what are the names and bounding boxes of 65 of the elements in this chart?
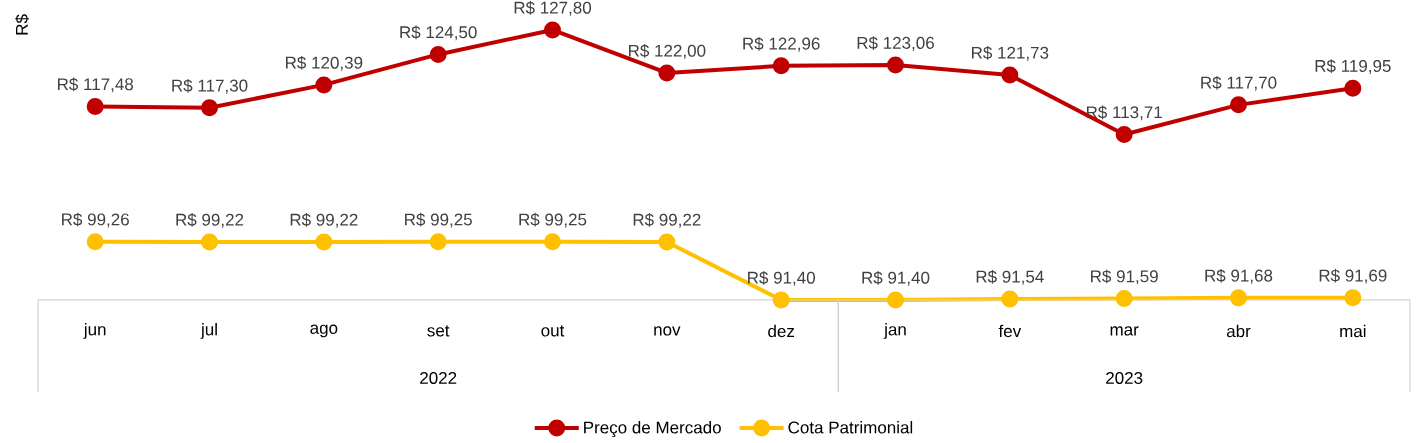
point: [658, 64, 676, 82]
data-label: R$ 117,30: [172, 78, 248, 94]
legend-label: Cota Patrimonial: [788, 421, 913, 434]
data-label: R$ 99,26: [62, 212, 129, 228]
point: [887, 56, 904, 74]
data-label: R$ 91,40: [862, 271, 930, 286]
data-label: R$ 91,59: [1091, 269, 1158, 285]
y-axis-title: R$: [15, 14, 29, 35]
point: [1001, 290, 1019, 308]
point: [201, 99, 219, 117]
x-tick-label: jan: [883, 323, 906, 339]
point: [429, 233, 447, 251]
data-label: R$ 127,80: [514, 1, 592, 16]
point: [429, 45, 447, 63]
data-label: R$ 91,54: [976, 269, 1044, 285]
point: [1229, 289, 1247, 307]
data-label: R$ 117,70: [1201, 75, 1277, 91]
x-tick-label: fev: [998, 324, 1022, 338]
data-label: R$ 99,25: [405, 212, 472, 228]
data-label: R$ 99,22: [290, 213, 358, 228]
x-tick-label: ago: [310, 324, 338, 338]
data-label: R$ 124,50: [400, 25, 477, 41]
point: [772, 57, 790, 75]
point: [1001, 66, 1019, 84]
x-tick-label: set: [427, 325, 450, 337]
data-label: R$ 122,96: [743, 36, 820, 52]
data-label: R$ 117,48: [57, 77, 134, 93]
x-tick-label: abr: [1226, 324, 1251, 338]
legend-label: Preço de Mercado: [584, 421, 721, 437]
point: [544, 21, 562, 39]
point: [1229, 96, 1247, 114]
text: 2023: [1106, 371, 1143, 384]
x-tick-label: out: [541, 325, 565, 337]
data-label: R$ 122,00: [629, 44, 706, 59]
x-tick-label: dez: [768, 324, 795, 338]
point: [658, 233, 676, 251]
x-tick-label: jun: [83, 323, 106, 339]
point: [1344, 289, 1362, 307]
data-label: R$ 99,22: [633, 213, 701, 228]
data-label: R$ 121,73: [972, 46, 1049, 61]
data-label: R$ 99,22: [176, 213, 244, 228]
x-tick-label: nov: [654, 326, 681, 336]
point: [887, 291, 904, 309]
data-label: R$ 91,68: [1205, 268, 1273, 284]
data-label: R$ 91,69: [1319, 268, 1387, 284]
point: [201, 233, 219, 251]
point: [1115, 290, 1133, 308]
point: [315, 233, 333, 251]
data-label: R$ 113,71: [1086, 105, 1162, 121]
point: [86, 98, 104, 116]
point: [772, 291, 790, 309]
point: [1344, 79, 1362, 97]
x-tick-label: mai: [1340, 324, 1366, 338]
x-tick-label: mar: [1110, 326, 1139, 336]
data-label: R$ 123,06: [857, 36, 934, 51]
data-label: R$ 120,39: [286, 55, 363, 71]
point: [1115, 125, 1133, 143]
x-tick-label: jul: [200, 323, 217, 339]
point: [544, 233, 562, 251]
data-label: R$ 91,40: [748, 271, 815, 286]
data-label: R$ 99,25: [519, 212, 587, 228]
data-label: R$ 119,95: [1315, 59, 1391, 75]
point: [315, 76, 333, 94]
point: [86, 233, 104, 251]
text: 2022: [420, 371, 457, 384]
